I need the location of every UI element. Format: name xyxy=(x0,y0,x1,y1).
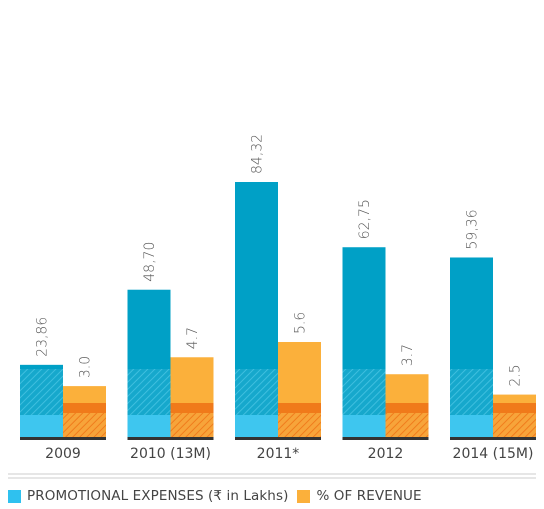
bar-promotional-hatch-2009 xyxy=(20,369,63,415)
bar-revenue-hatch-2009 xyxy=(63,413,106,437)
bars-layer xyxy=(20,182,536,440)
value-label-revenue-2014-15m: 2.5 xyxy=(508,364,524,386)
bar-revenue-band-2014-15m xyxy=(493,403,536,413)
value-label-promotional-2012: 62,75 xyxy=(357,199,373,239)
bar-baseline-2014-15m xyxy=(450,437,536,440)
bar-revenue-band-2012 xyxy=(385,403,429,413)
bar-revenue-hatch-2011 xyxy=(278,413,321,437)
value-label-revenue-2009: 3.0 xyxy=(78,356,94,378)
bar-baseline-2011 xyxy=(235,437,321,440)
bar-revenue-band-2009 xyxy=(63,403,106,413)
bar-revenue-hatch-2012 xyxy=(385,413,429,437)
legend-swatch-orange xyxy=(297,489,311,503)
legend-label-promotional-expenses: PROMOTIONAL EXPENSES (₹ in Lakhs) xyxy=(27,488,289,504)
bar-promotional-base-2011 xyxy=(235,415,278,437)
bar-promotional-hatch-2012 xyxy=(342,369,386,415)
bar-revenue-hatch-2010-13m xyxy=(170,413,214,437)
value-label-promotional-2009: 23,86 xyxy=(35,317,51,357)
legend-item-revenue-percent: % OF REVENUE xyxy=(297,488,422,504)
legend-item-promotional-expenses: PROMOTIONAL EXPENSES (₹ in Lakhs) xyxy=(8,488,288,504)
category-label-2012: 2012 xyxy=(368,446,404,462)
value-label-revenue-2011: 5.6 xyxy=(293,312,309,334)
value-label-revenue-2010-13m: 4.7 xyxy=(185,327,201,349)
category-label-2010-13m: 2010 (13M) xyxy=(130,446,211,462)
bar-promotional-base-2009 xyxy=(20,415,63,437)
value-label-promotional-2010-13m: 48,70 xyxy=(142,242,158,282)
bar-revenue-band-2011 xyxy=(278,403,321,413)
bar-baseline-2010-13m xyxy=(127,437,214,440)
legend-swatch-blue xyxy=(8,489,21,503)
chart-legend: PROMOTIONAL EXPENSES (₹ in Lakhs) % OF R… xyxy=(0,485,544,507)
value-label-promotional-2011: 84,32 xyxy=(250,134,266,174)
value-label-promotional-2014-15m: 59,36 xyxy=(465,209,481,249)
category-label-2011: 2011* xyxy=(257,446,300,462)
bar-revenue-band-2010-13m xyxy=(170,403,214,413)
category-label-2009: 2009 xyxy=(45,446,81,462)
bar-promotional-base-2010-13m xyxy=(127,415,171,437)
value-label-revenue-2012: 3.7 xyxy=(400,344,416,366)
bar-revenue-hatch-2014-15m xyxy=(493,413,536,437)
labels-layer: 23,86 3.0 2009 48,70 4.7 2010 (13M) 84,32 5.6 20… xyxy=(35,134,534,462)
bar-chart: 23,86 3.0 2009 48,70 4.7 2010 (13M) 84,32 5.6 20… xyxy=(8,134,536,479)
legend-label-revenue-percent: % OF REVENUE xyxy=(316,488,422,504)
bar-baseline-2012 xyxy=(342,437,429,440)
bar-promotional-hatch-2010-13m xyxy=(127,369,171,415)
bar-promotional-base-2012 xyxy=(342,415,386,437)
category-label-2014-15m: 2014 (15M) xyxy=(453,446,534,462)
bar-promotional-hatch-2014-15m xyxy=(450,369,493,415)
bar-promotional-hatch-2011 xyxy=(235,369,278,415)
bar-promotional-base-2014-15m xyxy=(450,415,493,437)
bar-baseline-2009 xyxy=(20,437,106,440)
